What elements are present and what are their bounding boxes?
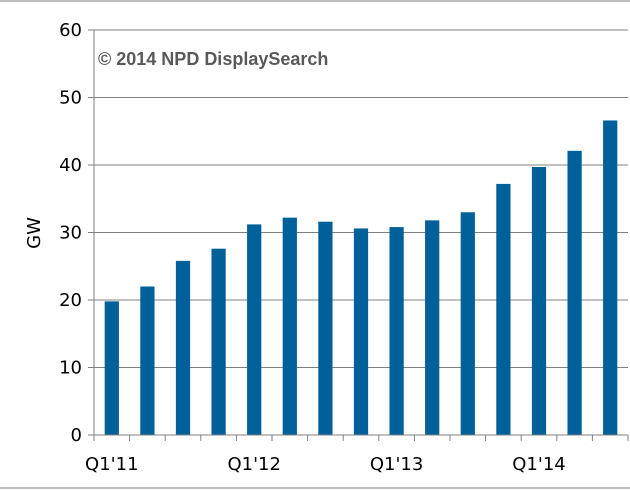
- x-tick-label: Q1'13: [370, 454, 423, 475]
- bar-q2-14: [567, 150, 582, 435]
- y-tick-label: 30: [59, 223, 82, 244]
- bar-q2-11: [140, 286, 155, 435]
- y-tick-label: 60: [59, 20, 82, 41]
- x-axis: [93, 434, 629, 441]
- y-tick-label: 50: [59, 88, 82, 109]
- x-tick-label: Q1'14: [512, 454, 565, 475]
- bar-q1-14: [531, 167, 547, 435]
- bar-q2-13: [425, 220, 440, 435]
- y-tick-label: 40: [59, 155, 82, 176]
- bar-q3-11: [175, 260, 191, 435]
- bars: [104, 120, 618, 435]
- bar-q3-13: [460, 212, 475, 435]
- bar-q1-12: [247, 224, 262, 435]
- x-tick-label: Q1'11: [85, 454, 138, 475]
- copyright-watermark: © 2014 NPD DisplaySearch: [98, 49, 328, 69]
- bar-q4-13: [496, 183, 511, 435]
- bar-q4-11: [211, 248, 226, 435]
- y-axis-title: GW: [24, 217, 45, 249]
- y-tick-label: 10: [59, 358, 82, 379]
- x-axis-ticks: Q1'11 Q1'12 Q1'13 Q1'14: [85, 454, 566, 475]
- bar-q3-14: [603, 120, 618, 435]
- y-axis-ticks: 0 10 20 30 40 50 60: [59, 20, 95, 446]
- y-tick-label: 0: [71, 425, 82, 446]
- bar-q2-12: [282, 217, 297, 435]
- x-tick-label: Q1'12: [227, 454, 280, 475]
- bar-q3-12: [318, 221, 333, 435]
- bar-q1-11: [104, 301, 119, 435]
- y-tick-label: 20: [59, 290, 82, 311]
- bar-q1-13: [389, 227, 404, 435]
- bar-q4-12: [353, 228, 369, 435]
